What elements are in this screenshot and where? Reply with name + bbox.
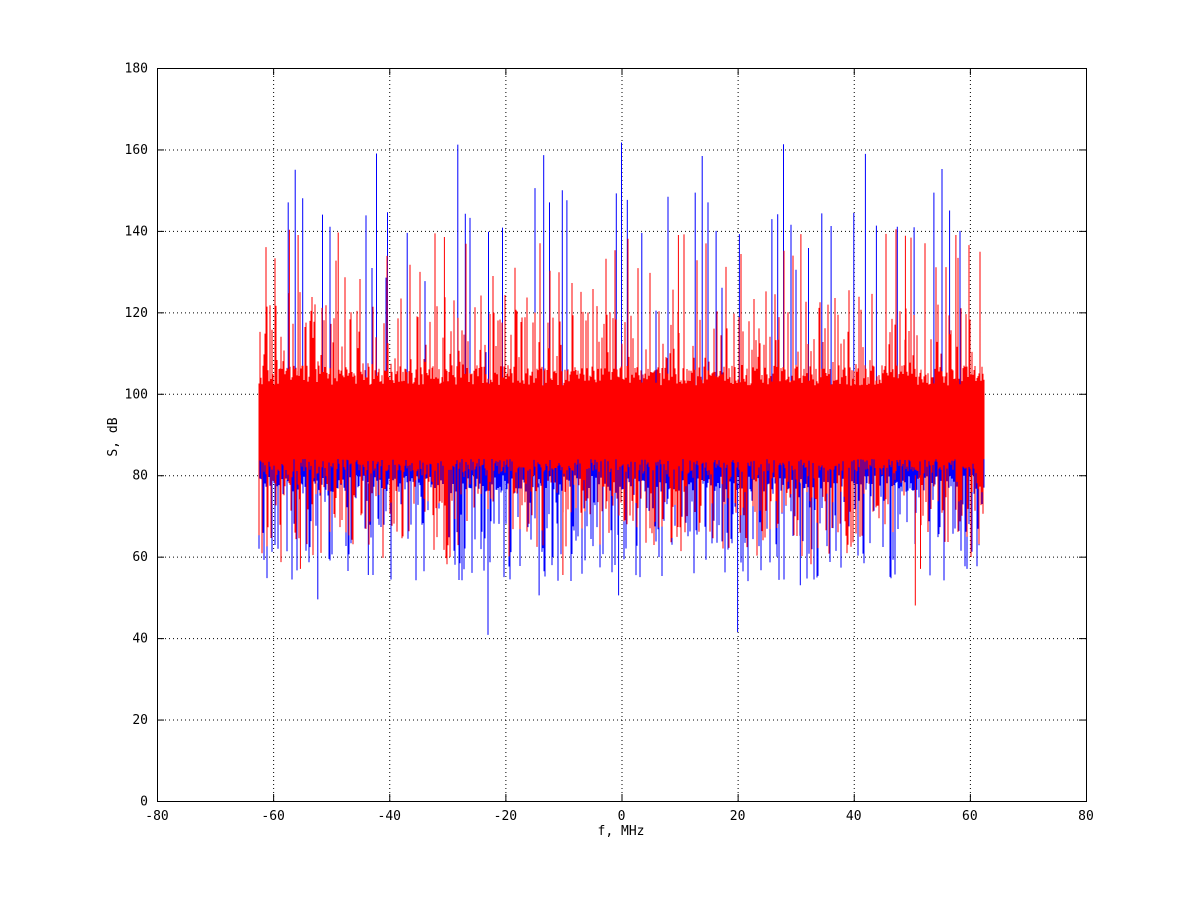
y-tick-label: 100 — [125, 387, 148, 402]
trace-layer — [258, 142, 985, 635]
y-tick-label: 160 — [125, 143, 148, 158]
x-tick-label: -20 — [494, 809, 517, 824]
x-tick-label: 60 — [962, 809, 978, 824]
x-tick-label: 80 — [1078, 809, 1094, 824]
x-tick-label: 0 — [618, 809, 626, 824]
y-axis-label: S, dB — [106, 417, 121, 456]
axis-layer: -80 -60 -40 -20 0 20 40 60 80 0 20 40 60 80 100 120 140 1… — [125, 62, 1094, 825]
plot-border — [157, 68, 1087, 802]
y-tick-label: 40 — [132, 632, 148, 647]
x-tick-label: -60 — [261, 809, 284, 824]
x-tick-label: -40 — [378, 809, 401, 824]
y-tick-label: 180 — [125, 62, 148, 77]
red-spectrum-trace — [258, 229, 985, 606]
x-tick-label: 20 — [730, 809, 746, 824]
y-tick-label: 0 — [140, 795, 148, 810]
y-tick-label: 20 — [132, 713, 148, 728]
x-tick-label: -80 — [145, 809, 168, 824]
y-tick-label: 80 — [132, 469, 148, 484]
y-tick-label: 120 — [125, 306, 148, 321]
x-axis-label: f, MHz — [598, 824, 645, 839]
y-tick-label: 60 — [132, 550, 148, 565]
x-tick-label: 40 — [846, 809, 862, 824]
y-tick-label: 140 — [125, 224, 148, 239]
